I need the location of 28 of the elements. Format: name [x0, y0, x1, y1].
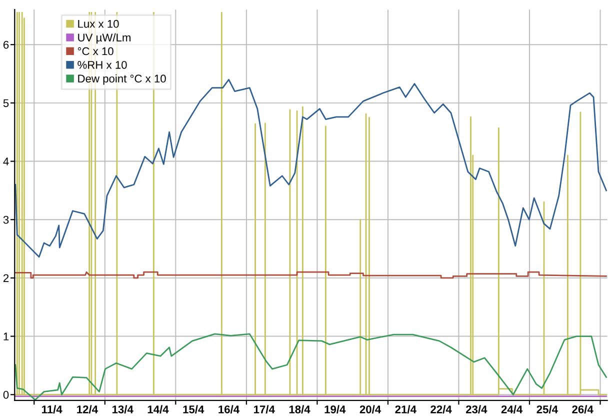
- legend-label: °C x 10: [78, 47, 114, 56]
- x-tick-label: 26/4: [572, 405, 594, 414]
- x-tick-label: 14/4: [148, 405, 169, 414]
- x-tick-label: 21/4: [395, 405, 416, 414]
- legend-label: UV µW/Lm: [78, 33, 130, 44]
- legend-label: Dew point °C x 10: [78, 74, 166, 85]
- y-tick-label: 1: [4, 332, 9, 340]
- x-tick-label: 15/4: [183, 405, 204, 414]
- x-tick-label: 24/4: [501, 405, 523, 414]
- y-tick-label: 5: [3, 99, 9, 108]
- legend-label: %RH x 10: [78, 60, 127, 69]
- x-tick-label: 13/4: [112, 405, 134, 414]
- x-tick-label: 22/4: [430, 405, 452, 414]
- y-tick-label: 6: [3, 40, 9, 49]
- x-tick-label: 25/4: [536, 405, 558, 414]
- x-tick-label: 20/4: [360, 405, 382, 414]
- x-tick-label: 12/4: [77, 405, 98, 414]
- y-tick-label: 3: [3, 216, 9, 224]
- y-tick-label: 0: [3, 390, 9, 399]
- x-tick-label: 23/4: [466, 405, 488, 414]
- x-tick-label: 11/4: [42, 405, 62, 414]
- x-tick-label: 16/4: [218, 405, 240, 414]
- legend-label: Lux x 10: [78, 20, 119, 28]
- y-tick-label: 4: [3, 158, 9, 166]
- x-tick-label: 18/4: [289, 405, 310, 414]
- y-tick-label: 2: [3, 274, 9, 282]
- x-tick-label: 19/4: [324, 405, 346, 414]
- x-tick-label: 17/4: [254, 405, 275, 414]
